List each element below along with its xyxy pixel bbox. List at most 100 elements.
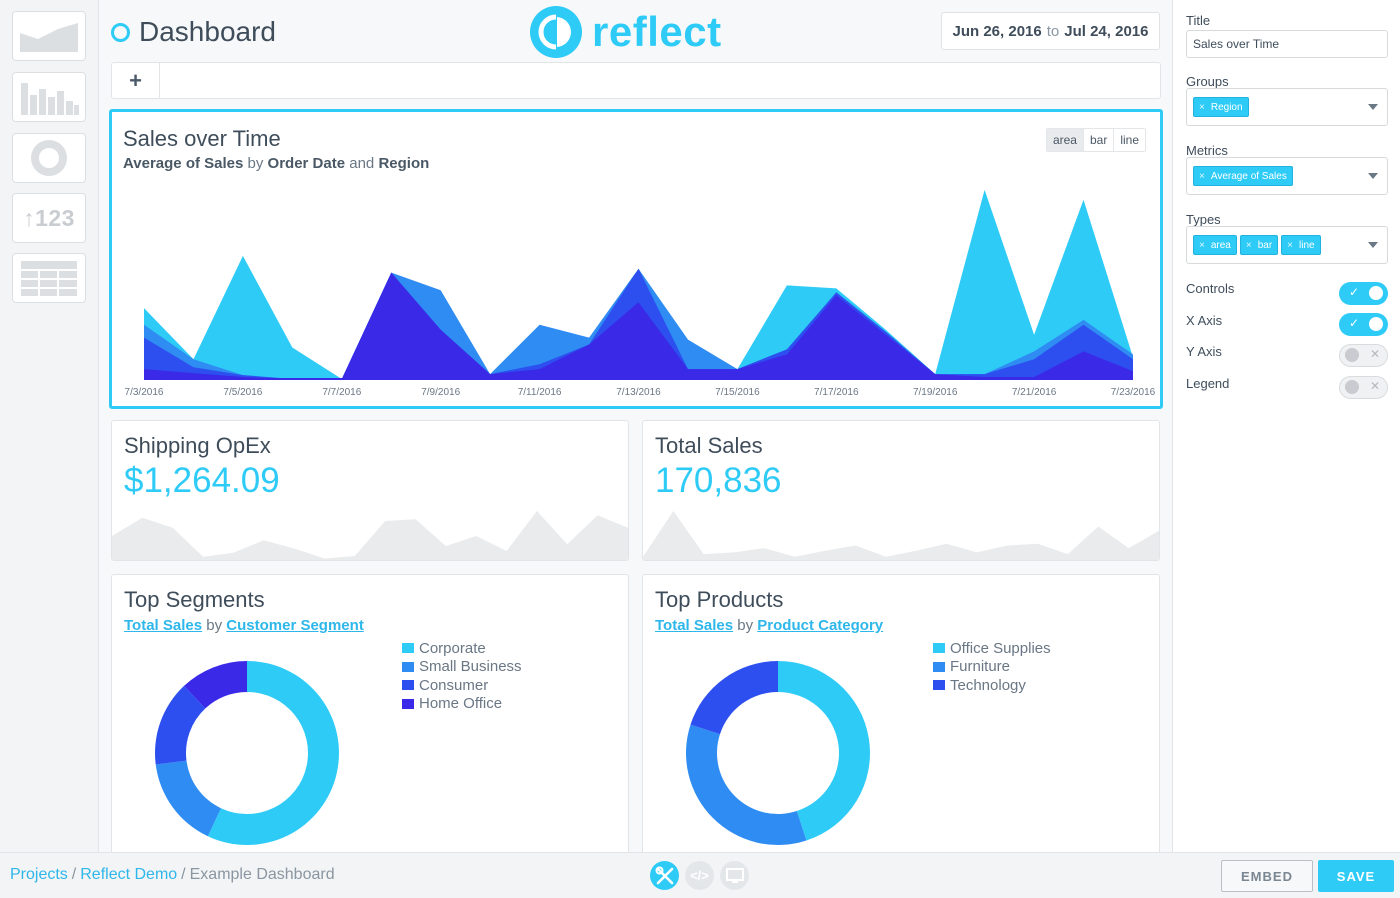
area-series-3 xyxy=(144,272,1133,379)
legend-swatch xyxy=(402,680,414,691)
area-chart-tool[interactable] xyxy=(12,11,86,61)
type-tag-area[interactable]: × area xyxy=(1193,235,1237,255)
shipping-opex-card[interactable]: Shipping OpEx $1,264.09 xyxy=(111,420,629,561)
toggle-knob xyxy=(1345,348,1359,362)
sales-over-time-card[interactable]: Sales over Time Average of Sales by Orde… xyxy=(109,109,1163,409)
subtitle-dim2: Region xyxy=(378,155,430,172)
legend-item: Furniture xyxy=(933,658,1051,677)
y-axis-label: Y Axis xyxy=(1186,344,1222,359)
embed-button[interactable]: EMBED xyxy=(1221,860,1313,892)
date-range-picker[interactable]: Jun 26, 2016 to Jul 24, 2016 xyxy=(941,12,1160,50)
breadcrumb-current: Example Dashboard xyxy=(189,866,335,883)
legend-label: Home Office xyxy=(419,695,503,713)
save-button[interactable]: SAVE xyxy=(1318,860,1394,892)
legend-item: Home Office xyxy=(402,695,522,714)
card-subtitle: Average of Sales by Order Date and Regio… xyxy=(123,155,429,172)
top-products-card[interactable]: Top Products Total Sales by Product Cate… xyxy=(642,574,1160,864)
legend-label: Technology xyxy=(950,676,1026,694)
legend-swatch xyxy=(933,643,945,654)
y-axis-toggle[interactable]: ✕ xyxy=(1339,344,1388,367)
chevron-down-icon[interactable] xyxy=(1368,104,1378,110)
type-tag-bar[interactable]: × bar xyxy=(1239,235,1279,255)
x-tick-label: 7/15/2016 xyxy=(715,387,760,398)
tag-label: Region xyxy=(1210,101,1243,113)
type-area-button[interactable]: area xyxy=(1046,129,1084,151)
tag-remove-icon[interactable]: × xyxy=(1199,101,1205,113)
tag-remove-icon[interactable]: × xyxy=(1245,239,1252,251)
donut-slice xyxy=(686,724,807,845)
breadcrumb-projects[interactable]: Projects xyxy=(10,866,68,883)
chevron-down-icon[interactable] xyxy=(1368,173,1378,179)
number-tool[interactable]: ↑123 xyxy=(12,193,86,243)
metric-link[interactable]: Total Sales xyxy=(124,617,203,634)
groups-label: Groups xyxy=(1186,74,1229,89)
design-mode-button[interactable] xyxy=(650,861,679,890)
legend-swatch xyxy=(402,661,414,672)
group-tag[interactable]: × Region xyxy=(1193,97,1249,117)
area-chart-icon xyxy=(20,23,78,52)
types-select[interactable]: × area × bar × line xyxy=(1186,226,1388,264)
metric-link[interactable]: Total Sales xyxy=(655,617,734,634)
legend-item: Corporate xyxy=(402,639,522,658)
breadcrumb: Projects / Reflect Demo / Example Dashboard xyxy=(10,866,335,884)
add-widget-button[interactable]: + xyxy=(112,63,160,98)
donut-chart-tool[interactable] xyxy=(12,133,86,183)
x-tick-label: 7/13/2016 xyxy=(616,387,661,398)
x-tick-label: 7/19/2016 xyxy=(913,387,958,398)
add-widget-bar: + xyxy=(111,62,1161,99)
tag-remove-icon[interactable]: × xyxy=(1199,170,1205,182)
donut-slice xyxy=(184,661,247,709)
donut-slice xyxy=(778,661,870,841)
legend-label: Legend xyxy=(1186,376,1230,391)
donut-slice xyxy=(690,661,778,735)
metrics-select[interactable]: × Average of Sales xyxy=(1186,157,1388,195)
table-tool[interactable] xyxy=(12,253,86,303)
dimension-link[interactable]: Product Category xyxy=(757,617,884,634)
tag-label: Average of Sales xyxy=(1210,170,1287,182)
breadcrumb-project[interactable]: Reflect Demo xyxy=(80,866,178,883)
legend-swatch xyxy=(933,661,945,672)
controls-label: Controls xyxy=(1186,281,1235,296)
type-tag-line[interactable]: × line xyxy=(1281,235,1321,255)
type-line-button[interactable]: line xyxy=(1114,129,1145,151)
tag-remove-icon[interactable]: × xyxy=(1287,239,1293,251)
legend-label: Furniture xyxy=(950,658,1011,676)
groups-select[interactable]: × Region xyxy=(1186,88,1388,126)
date-end: Jul 24, 2016 xyxy=(1064,22,1149,40)
toggle-knob xyxy=(1369,317,1383,331)
preview-mode-button[interactable] xyxy=(720,861,749,890)
metric-tag[interactable]: × Average of Sales xyxy=(1193,166,1293,186)
page-title: Dashboard xyxy=(111,16,276,48)
bar-chart-icon xyxy=(21,83,79,115)
subtitle-metric: Average of Sales xyxy=(123,155,244,172)
dashboard-header: Dashboard reflect Jun 26, 2016 to Jul 24… xyxy=(99,0,1172,60)
controls-toggle[interactable]: ✓ xyxy=(1339,282,1388,305)
legend-item: Technology xyxy=(933,676,1051,695)
subtitle-by: by xyxy=(206,617,223,634)
sparkline-area xyxy=(643,511,1159,560)
segments-donut-chart xyxy=(155,661,339,845)
tools-icon xyxy=(655,866,673,884)
subtitle-by: by xyxy=(247,155,264,172)
total-sales-card[interactable]: Total Sales 170,836 xyxy=(642,420,1160,561)
chevron-down-icon[interactable] xyxy=(1368,242,1378,248)
title-input[interactable] xyxy=(1186,30,1388,58)
x-axis-toggle[interactable]: ✓ xyxy=(1339,313,1388,336)
subtitle-by: by xyxy=(737,617,754,634)
dimension-link[interactable]: Customer Segment xyxy=(226,617,364,634)
breadcrumb-separator: / xyxy=(71,866,77,883)
card-title: Top Products xyxy=(655,587,784,612)
x-tick-label: 7/7/2016 xyxy=(322,387,361,398)
date-start: Jun 26, 2016 xyxy=(952,22,1042,40)
bar-chart-tool[interactable] xyxy=(12,72,86,122)
metrics-label: Metrics xyxy=(1186,143,1228,158)
total-sales-sparkline xyxy=(643,511,1159,560)
tag-remove-icon[interactable]: × xyxy=(1199,239,1205,251)
date-connector: to xyxy=(1046,22,1060,40)
top-segments-card[interactable]: Top Segments Total Sales by Customer Seg… xyxy=(111,574,629,864)
legend-toggle[interactable]: ✕ xyxy=(1339,376,1388,399)
code-mode-button[interactable]: </> xyxy=(685,861,714,890)
type-bar-button[interactable]: bar xyxy=(1083,129,1115,151)
title-label: Title xyxy=(1186,13,1211,28)
legend-swatch xyxy=(402,643,414,654)
